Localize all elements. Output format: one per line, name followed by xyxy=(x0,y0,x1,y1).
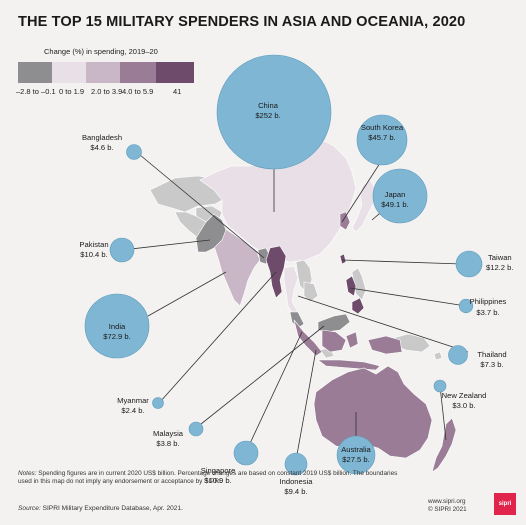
bubble-new-zealand xyxy=(433,379,447,393)
label-australia-value: $27.5 b. xyxy=(342,455,369,464)
legend-label-3: 4.0 to 5.9 xyxy=(122,87,154,96)
label-new-zealand-name: New Zealand xyxy=(442,391,487,400)
bubble-singapore xyxy=(233,440,259,466)
legend-label-0: –2.8 to –0.1 xyxy=(16,87,56,96)
label-malaysia-value: $3.8 b. xyxy=(156,439,179,448)
bubble-australia xyxy=(336,435,376,475)
legend-label-4: 41 xyxy=(173,87,182,96)
credit-copyright: © SIPRI 2021 xyxy=(428,506,467,513)
label-japan-name: Japan xyxy=(385,190,406,199)
country-new-zealand xyxy=(431,417,457,473)
bubble-pakistan xyxy=(109,237,135,263)
source: Source: SIPRI Military Expenditure Datab… xyxy=(18,505,183,512)
label-philippines-name: Philippines xyxy=(470,297,507,306)
source-text: SIPRI Military Expenditure Database, Apr… xyxy=(42,505,183,512)
legend-label-1: 0 to 1.9 xyxy=(59,87,85,96)
label-pakistan-name: Pakistan xyxy=(79,240,108,249)
notes-text: Spending figures are in current 2020 US$… xyxy=(18,470,398,485)
credit-url: www.sipri.org xyxy=(428,498,466,505)
bubble-indonesia xyxy=(284,452,308,476)
label-india-value: $72.9 b. xyxy=(103,332,130,341)
leader-lines xyxy=(121,132,469,461)
country-philippines xyxy=(345,275,365,315)
bubble-malaysia xyxy=(188,421,204,437)
label-taiwan-name: Taiwan xyxy=(488,253,512,262)
label-china-value: $252 b. xyxy=(255,111,280,120)
bubble-japan xyxy=(372,168,428,224)
page-title: THE TOP 15 MILITARY SPENDERS IN ASIA AND… xyxy=(18,14,466,30)
label-india-name: India xyxy=(109,322,126,331)
label-bangladesh-name: Bangladesh xyxy=(82,133,122,142)
label-indonesia-name: Indonesia xyxy=(280,477,314,486)
country-pakistan xyxy=(195,213,227,253)
legend-swatch-3 xyxy=(120,62,156,83)
legend-swatch-4 xyxy=(156,62,194,83)
country-thailand xyxy=(283,265,299,317)
bubble-taiwan xyxy=(455,250,483,278)
bubble-philippines xyxy=(458,298,474,314)
country-indonesia xyxy=(293,319,403,371)
label-malaysia-name: Malaysia xyxy=(153,429,184,438)
bubbles xyxy=(84,54,483,476)
labels: China $252 b. India $72.9 b. Japan $49.1… xyxy=(79,101,513,496)
country-taiwan xyxy=(339,253,347,265)
bubble-bangladesh xyxy=(126,144,142,160)
notes-label: Notes: xyxy=(18,470,37,477)
label-south-korea-name: South Korea xyxy=(361,123,404,132)
bubble-china xyxy=(216,54,332,170)
label-pakistan-value: $10.4 b. xyxy=(80,250,107,259)
credit: www.sipri.org © SIPRI 2021 xyxy=(428,498,467,514)
sipri-logo: sipri xyxy=(494,493,516,515)
label-thailand-name: Thailand xyxy=(477,350,506,359)
label-singapore-name: Singapore xyxy=(201,466,236,475)
label-bangladesh-value: $4.6 b. xyxy=(90,143,113,152)
country-malaysia xyxy=(289,311,351,333)
country-south-korea xyxy=(339,211,351,231)
bubble-thailand xyxy=(448,345,468,365)
label-new-zealand-value: $3.0 b. xyxy=(452,401,475,410)
legend-label-2: 2.0 to 3.9 xyxy=(91,87,123,96)
legend-swatch-0 xyxy=(18,62,52,83)
label-philippines-value: $3.7 b. xyxy=(476,308,499,317)
label-taiwan-value: $12.2 b. xyxy=(486,263,513,272)
label-south-korea-value: $45.7 b. xyxy=(368,133,395,142)
label-australia-name: Australia xyxy=(341,445,371,454)
bubble-south-korea xyxy=(356,114,408,166)
notes: Notes: Spending figures are in current 2… xyxy=(18,470,398,486)
label-indonesia-value: $9.4 b. xyxy=(284,487,307,496)
legend-title: Change (%) in spending, 2019–20 xyxy=(44,47,158,56)
label-myanmar-value: $2.4 b. xyxy=(121,406,144,415)
legend-swatch-1 xyxy=(52,62,86,83)
legend-swatch-2 xyxy=(86,62,120,83)
label-china-name: China xyxy=(258,101,279,110)
bubble-india xyxy=(84,293,150,359)
label-thailand-value: $7.3 b. xyxy=(480,360,503,369)
label-myanmar-name: Myanmar xyxy=(117,396,149,405)
label-japan-value: $49.1 b. xyxy=(381,200,408,209)
bubble-myanmar xyxy=(152,397,164,409)
label-singapore-value: $10.9 b. xyxy=(204,476,231,485)
country-australia xyxy=(313,365,433,459)
source-label: Source: xyxy=(18,505,41,512)
